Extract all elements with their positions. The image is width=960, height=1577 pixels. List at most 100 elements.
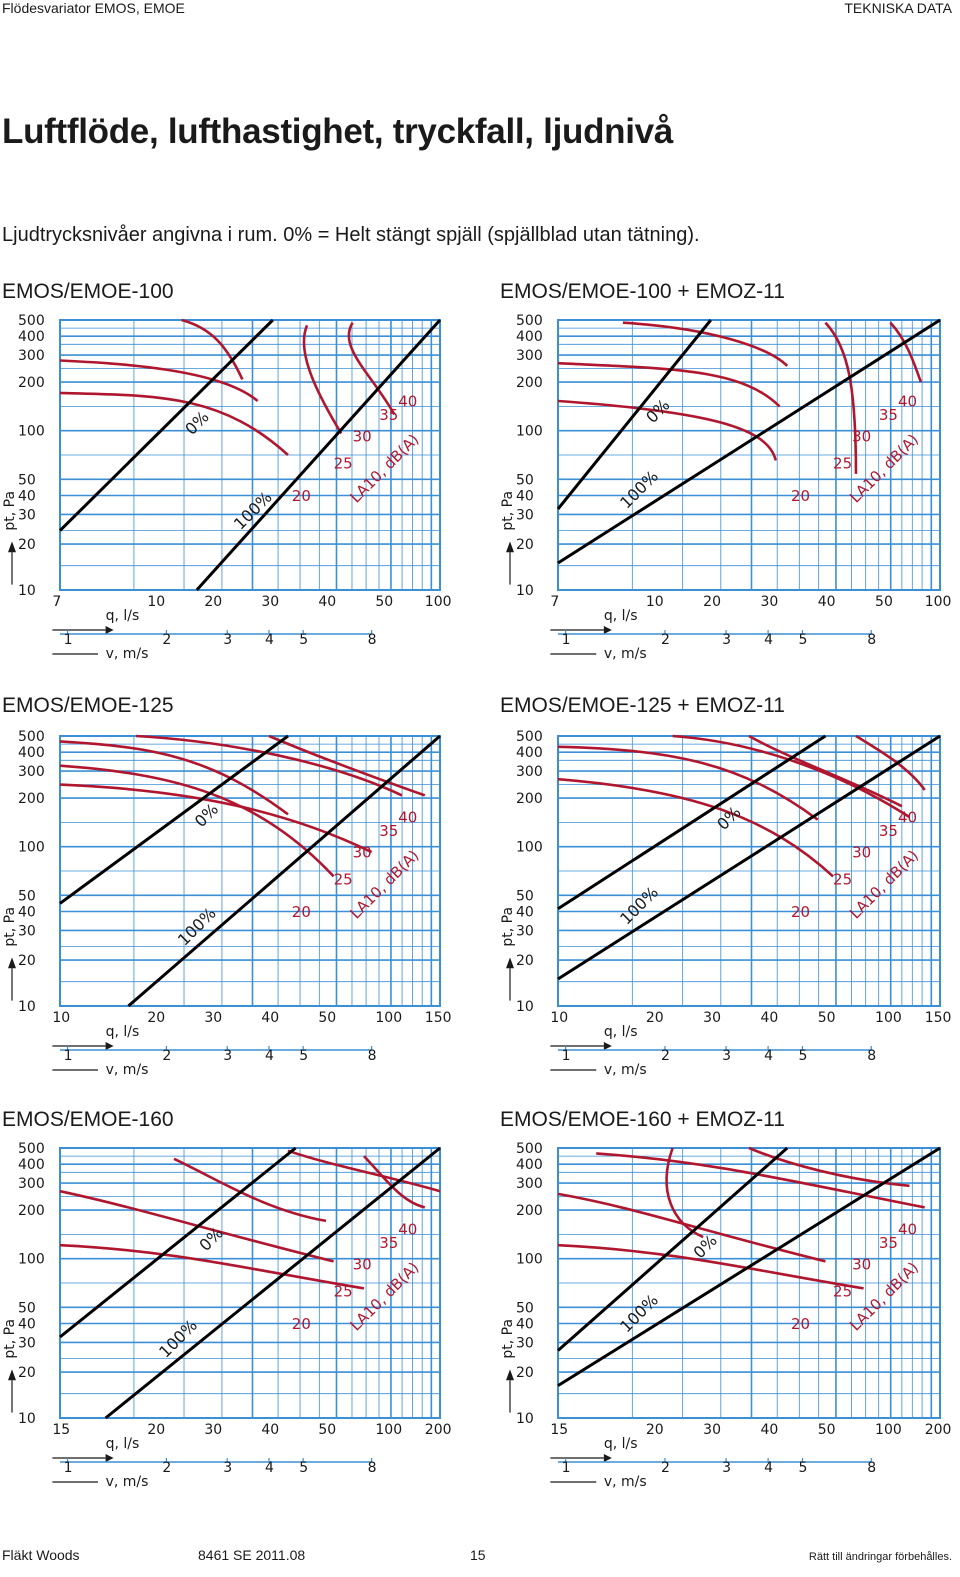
v-tick-label: 8: [368, 1460, 377, 1476]
y-tick-label: 400: [18, 1157, 45, 1173]
sound-curve: [59, 783, 373, 854]
x-tick-label: 100: [375, 1422, 402, 1438]
x-tick-label: 20: [646, 1010, 664, 1026]
x-tick-label: 40: [760, 1010, 778, 1026]
sound-curve: [59, 740, 289, 816]
y-tick-label: 50: [516, 888, 534, 904]
header-section: TEKNISKA DATA: [844, 0, 952, 16]
x-tick-label: 30: [204, 1010, 222, 1026]
chart-title-5: EMOS/EMOE-160: [2, 1108, 174, 1131]
sound-curve: [889, 321, 923, 383]
x-axis-label: q, l/s: [106, 1024, 140, 1040]
sound-curve: [268, 734, 426, 797]
y-tick-label: 300: [516, 1176, 543, 1192]
x-tick-label: 150: [925, 1010, 952, 1026]
v-tick-label: 3: [223, 1460, 232, 1476]
v-tick-label: 8: [368, 632, 377, 648]
x-tick-label: 15: [550, 1422, 568, 1438]
x-tick-label: 50: [318, 1422, 336, 1438]
sound-level-label: 35: [379, 822, 398, 840]
sound-level-label: 25: [833, 1283, 852, 1301]
v-tick-label: 1: [64, 632, 73, 648]
sound-level-label: 40: [898, 1220, 917, 1238]
sound-level-label: 20: [791, 903, 810, 921]
diagonal-100pct: [557, 1146, 941, 1387]
sound-level-label: 25: [334, 871, 353, 889]
y-axis-label: pt, Pa: [2, 907, 18, 947]
x-axis-label: q, l/s: [604, 1024, 638, 1040]
y-tick-label: 300: [516, 348, 543, 364]
sound-curve: [181, 318, 244, 380]
v-tick-label: 3: [722, 1460, 731, 1476]
sound-curve: [748, 734, 903, 808]
x-tick-label: 10: [52, 1010, 70, 1026]
y-tick-label: 10: [516, 1411, 534, 1427]
diagonal-100pct: [195, 318, 442, 592]
sound-level-label: 20: [292, 903, 311, 921]
x-axis-label: q, l/s: [106, 608, 140, 624]
x-axis-arrowhead: [105, 626, 114, 634]
sound-curve: [557, 745, 819, 821]
y-axis-arrowhead: [506, 541, 514, 553]
y-tick-label: 20: [18, 537, 36, 553]
sound-curve: [748, 1146, 910, 1188]
v-tick-label: 1: [64, 1048, 73, 1064]
y-tick-label: 100: [18, 840, 45, 856]
v-tick-label: 4: [265, 632, 274, 648]
v-tick-label: 1: [562, 632, 571, 648]
x-tick-label: 100: [375, 1010, 402, 1026]
v-tick-label: 3: [722, 632, 731, 648]
sound-curve: [557, 1243, 864, 1290]
y-tick-label: 20: [18, 953, 36, 969]
v-tick-label: 5: [299, 632, 308, 648]
x-tick-label: 30: [703, 1010, 721, 1026]
diagonal-0pct: [59, 734, 289, 905]
x-tick-label: 40: [318, 594, 336, 610]
y-tick-label: 100: [516, 424, 543, 440]
diagonal-100pct: [127, 734, 441, 1008]
x-tick-label: 20: [147, 1422, 165, 1438]
v-tick-label: 3: [223, 632, 232, 648]
y-tick-label: 400: [516, 1157, 543, 1173]
sound-curve: [59, 1189, 334, 1263]
y-axis-arrowhead: [506, 957, 514, 969]
y-axis-label: pt, Pa: [2, 1319, 18, 1359]
sound-curve: [173, 1157, 327, 1223]
v-axis-label: v, m/s: [106, 646, 149, 662]
y-tick-label: 40: [18, 1317, 36, 1333]
x-tick-label: 40: [261, 1010, 279, 1026]
x-tick-label: 50: [375, 594, 393, 610]
y-tick-label: 200: [18, 375, 45, 391]
label-100pct: 100%: [174, 904, 220, 950]
x-tick-label: 100: [925, 594, 952, 610]
x-tick-label: 100: [425, 594, 452, 610]
y-tick-label: 30: [18, 923, 36, 939]
x-tick-label: 150: [425, 1010, 452, 1026]
x-tick-label: 15: [52, 1422, 70, 1438]
x-tick-label: 100: [875, 1422, 902, 1438]
x-tick-label: 40: [261, 1422, 279, 1438]
y-tick-label: 40: [516, 905, 534, 921]
v-tick-label: 2: [661, 632, 670, 648]
y-tick-label: 100: [18, 1252, 45, 1268]
sound-level-label: 30: [852, 1256, 871, 1274]
v-tick-label: 2: [661, 1048, 670, 1064]
x-axis-arrowhead: [105, 1042, 114, 1050]
x-tick-label: 7: [52, 594, 61, 610]
v-tick-label: 5: [299, 1460, 308, 1476]
chart-title-4: EMOS/EMOE-125 + EMOZ-11: [500, 694, 785, 717]
y-tick-label: 200: [516, 375, 543, 391]
sound-curve: [363, 1155, 426, 1209]
sound-level-label: 20: [791, 1315, 810, 1333]
sound-curve: [557, 361, 781, 408]
y-tick-label: 500: [18, 729, 45, 745]
y-tick-label: 20: [516, 953, 534, 969]
y-tick-label: 500: [516, 313, 543, 329]
sound-level-label: 20: [292, 1315, 311, 1333]
x-tick-label: 30: [760, 594, 778, 610]
sound-level-label: 30: [852, 844, 871, 862]
v-axis-label: v, m/s: [604, 1062, 647, 1078]
sound-level-label: 30: [353, 428, 372, 446]
y-tick-label: 30: [18, 1335, 36, 1351]
